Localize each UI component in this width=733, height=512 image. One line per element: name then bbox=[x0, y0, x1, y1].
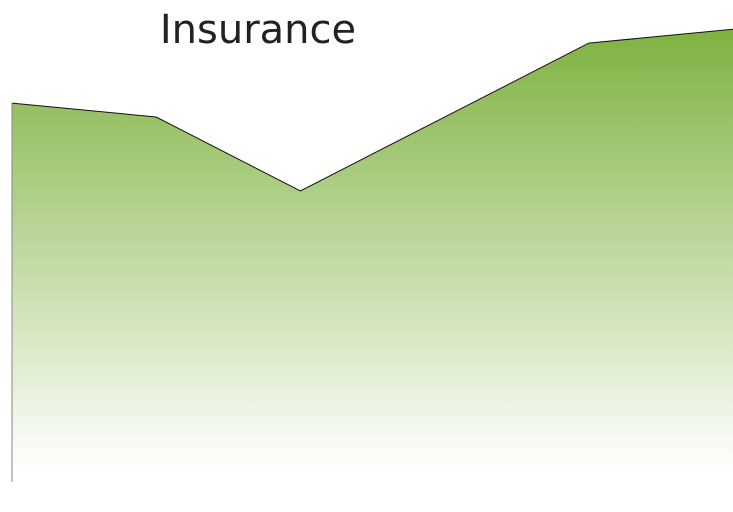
line bbox=[11, 28, 733, 192]
chart-title: Insurance bbox=[160, 7, 356, 53]
area bbox=[12, 29, 733, 483]
